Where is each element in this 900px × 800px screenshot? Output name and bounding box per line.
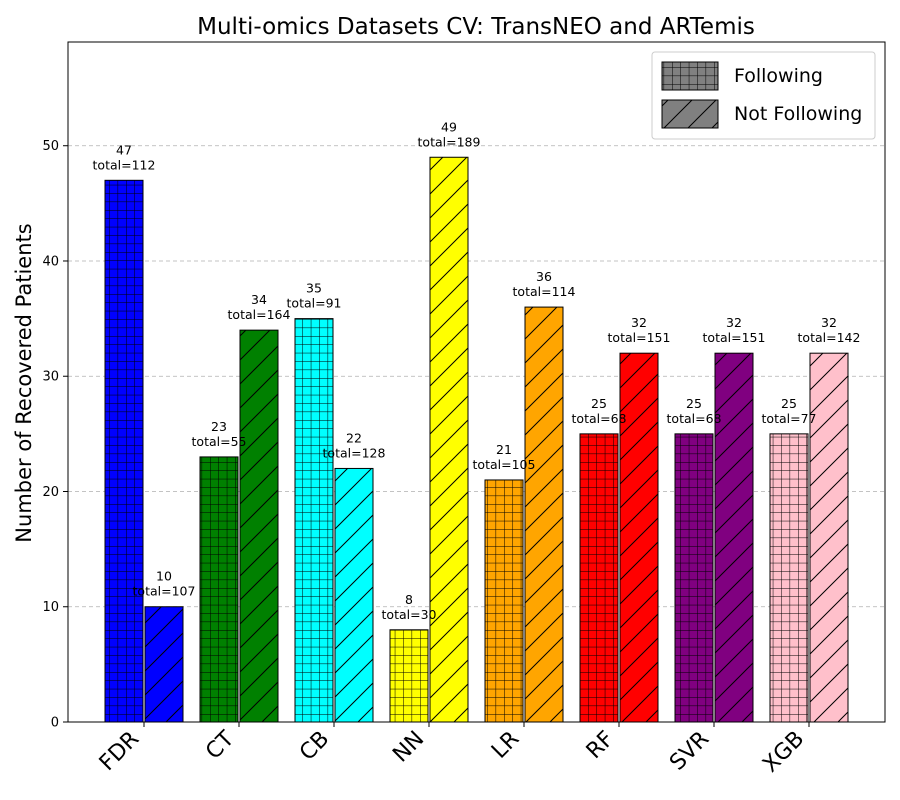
data-label-value: 21 <box>496 442 512 457</box>
bar-hatch <box>769 433 809 723</box>
y-axis-label: Number of Recovered Patients <box>12 223 36 542</box>
data-label-value: 35 <box>306 281 322 296</box>
legend-swatch-hatch <box>661 99 719 129</box>
data-label-value: 25 <box>781 396 797 411</box>
bar-hatch <box>809 352 849 723</box>
y-tick-label: 0 <box>51 716 59 731</box>
bar-hatch <box>199 456 239 723</box>
data-labels: 47total=11210total=10723total=5534total=… <box>93 119 861 622</box>
bar-rf-not-following <box>619 352 659 723</box>
data-label-total: total=105 <box>473 457 536 472</box>
x-tick-label: RF <box>582 727 619 764</box>
data-label-total: total=142 <box>798 330 861 345</box>
data-label-value: 10 <box>156 569 172 584</box>
data-label-value: 32 <box>821 315 837 330</box>
legend-swatch-hatch <box>661 61 719 91</box>
data-label-value: 8 <box>405 592 413 607</box>
bar-fdr-not-following <box>144 606 184 723</box>
y-tick-label: 20 <box>42 485 59 500</box>
data-label-value: 32 <box>631 315 647 330</box>
data-label-total: total=91 <box>287 296 342 311</box>
bar-cb-not-following <box>334 467 374 723</box>
bar-hatch <box>104 179 144 723</box>
y-tick-label: 30 <box>42 370 59 385</box>
bar-cb-following <box>294 318 334 723</box>
bar-rf-following <box>579 433 619 723</box>
data-label-value: 22 <box>346 430 362 445</box>
grid-lines <box>68 145 885 608</box>
data-label-value: 34 <box>251 292 267 307</box>
data-label-total: total=164 <box>228 307 291 322</box>
data-label-total: total=30 <box>382 607 437 622</box>
legend[interactable]: Following Not Following <box>651 51 876 140</box>
bar-hatch <box>484 479 524 723</box>
bar-hatch <box>334 467 374 723</box>
data-label-total: total=128 <box>323 445 386 460</box>
x-tick-label: SVR <box>665 727 714 776</box>
legend-label: Not Following <box>734 103 862 125</box>
bars <box>104 156 849 723</box>
data-label-total: total=107 <box>133 584 196 599</box>
bar-nn-not-following <box>429 156 469 723</box>
data-label-value: 49 <box>441 119 457 134</box>
bar-lr-not-following <box>524 306 564 723</box>
x-tick-label: LR <box>487 727 524 764</box>
data-label-total: total=77 <box>762 411 817 426</box>
legend-label: Following <box>734 65 823 87</box>
y-tick-label: 40 <box>42 254 59 269</box>
x-tick-label: CT <box>201 726 239 764</box>
data-label-total: total=68 <box>572 411 627 426</box>
bar-xgb-not-following <box>809 352 849 723</box>
data-label-total: total=151 <box>703 330 766 345</box>
bar-hatch <box>294 318 334 723</box>
bar-lr-following <box>484 479 524 723</box>
y-tick-label: 50 <box>42 139 59 154</box>
legend-item-following[interactable]: Following <box>661 61 823 91</box>
bar-svr-following <box>674 433 714 723</box>
bar-nn-following <box>389 629 429 723</box>
bar-ct-not-following <box>239 329 279 723</box>
x-tick-label: CB <box>295 727 334 766</box>
data-label-total: total=68 <box>667 411 722 426</box>
data-label-total: total=114 <box>513 284 576 299</box>
y-tick-label: 10 <box>42 600 59 615</box>
data-label-value: 25 <box>686 396 702 411</box>
data-label-value: 32 <box>726 315 742 330</box>
bar-ct-following <box>199 456 239 723</box>
bar-hatch <box>429 156 469 723</box>
data-label-total: total=112 <box>93 157 156 172</box>
data-label-total: total=151 <box>608 330 671 345</box>
x-tick-label: XGB <box>758 727 809 778</box>
bar-hatch <box>144 606 184 723</box>
bar-xgb-following <box>769 433 809 723</box>
bar-hatch <box>674 433 714 723</box>
legend-item-not-following[interactable]: Not Following <box>661 99 862 129</box>
bar-hatch <box>579 433 619 723</box>
data-label-value: 23 <box>211 419 227 434</box>
bar-hatch <box>619 352 659 723</box>
data-label-total: total=189 <box>418 134 481 149</box>
x-tick-label: FDR <box>95 727 144 776</box>
bar-hatch <box>524 306 564 723</box>
plot-frame <box>67 41 886 723</box>
bar-hatch <box>239 329 279 723</box>
data-label-value: 25 <box>591 396 607 411</box>
bar-svr-not-following <box>714 352 754 723</box>
bar-fdr-following <box>104 179 144 723</box>
data-label-total: total=55 <box>192 434 247 449</box>
x-tick-label: NN <box>388 727 429 768</box>
data-label-value: 36 <box>536 269 552 284</box>
bar-hatch <box>714 352 754 723</box>
chart-title: Multi-omics Datasets CV: TransNEO and AR… <box>197 14 755 40</box>
bar-hatch <box>389 629 429 723</box>
data-label-value: 47 <box>116 142 132 157</box>
